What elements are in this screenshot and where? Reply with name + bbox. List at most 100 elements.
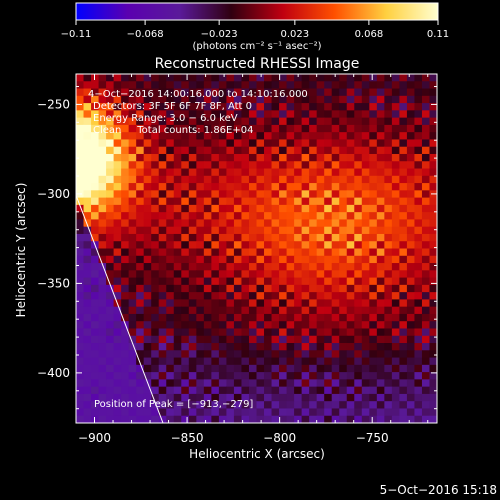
heatmap-cell: [151, 212, 160, 221]
heatmap-cell: [271, 263, 280, 271]
heatmap-cell: [128, 74, 137, 82]
heatmap-cell: [113, 277, 122, 286]
heatmap-cell: [309, 103, 318, 111]
heatmap-cell: [196, 212, 205, 221]
heatmap-cell: [248, 103, 258, 111]
heatmap-cell: [324, 292, 333, 300]
heatmap-cell: [316, 161, 325, 170]
heatmap-cell: [369, 372, 378, 380]
heatmap-cell: [173, 233, 182, 242]
heatmap-cell: [346, 212, 355, 221]
heatmap-cell: [181, 212, 190, 221]
heatmap-cell: [354, 321, 363, 330]
heatmap-cell: [414, 379, 423, 388]
heatmap-cell: [256, 132, 265, 141]
heatmap-cell: [384, 263, 393, 271]
heatmap-cell: [271, 270, 280, 279]
heatmap-cell: [376, 132, 385, 141]
heatmap-cell: [391, 270, 400, 279]
heatmap-cell: [173, 146, 182, 155]
heatmap-cell: [354, 299, 363, 308]
heatmap-cell: [226, 284, 235, 293]
heatmap-cell: [211, 204, 220, 213]
heatmap-cell: [384, 284, 393, 293]
heatmap-cell: [391, 88, 400, 97]
heatmap-cell: [106, 386, 115, 395]
heatmap-cell: [376, 393, 385, 402]
heatmap-cell: [331, 226, 340, 235]
heatmap-cell: [188, 117, 197, 126]
heatmap-cell: [331, 190, 340, 199]
heatmap-cell: [83, 277, 92, 286]
heatmap-cell: [376, 103, 385, 111]
heatmap-cell: [309, 110, 318, 119]
heatmap-cell: [106, 328, 115, 337]
heatmap-cell: [83, 343, 92, 351]
heatmap-cell: [76, 146, 85, 155]
heatmap-cell: [91, 183, 100, 191]
heatmap-cell: [316, 95, 325, 104]
heatmap-cell: [294, 408, 303, 417]
heatmap-cell: [391, 153, 400, 162]
heatmap-cell: [361, 408, 370, 417]
colorbar-tick-label: −0.068: [127, 29, 164, 40]
heatmap-cell: [316, 81, 325, 90]
heatmap-cell: [158, 321, 167, 330]
heatmap-cell: [203, 415, 212, 423]
heatmap-cell: [391, 175, 400, 184]
heatmap-cell: [166, 277, 175, 286]
heatmap-cell: [143, 132, 152, 141]
heatmap-cell: [241, 117, 250, 126]
heatmap-cell: [106, 153, 115, 162]
heatmap-cell: [339, 95, 348, 104]
heatmap-cell: [301, 386, 310, 395]
heatmap-cell: [309, 161, 318, 170]
heatmap-cell: [143, 219, 152, 228]
heatmap-cell: [151, 299, 160, 308]
heatmap-cell: [121, 270, 130, 279]
heatmap-cell: [339, 270, 348, 279]
heatmap-cell: [166, 357, 175, 366]
heatmap-cell: [173, 117, 182, 126]
heatmap-cell: [136, 212, 145, 221]
heatmap-cell: [391, 146, 400, 155]
solar-limb-line: [76, 193, 164, 423]
heatmap-cell: [331, 183, 340, 191]
heatmap-cell: [414, 372, 423, 380]
heatmap-cell: [399, 124, 408, 133]
heatmap-cell: [331, 313, 340, 322]
heatmap-cell: [376, 299, 385, 308]
heatmap-cell: [91, 103, 100, 111]
heatmap-cell: [196, 379, 205, 388]
heatmap-cell: [346, 190, 355, 199]
heatmap-cell: [233, 146, 243, 155]
heatmap-cell: [414, 292, 423, 300]
heatmap-cell: [421, 350, 431, 359]
heatmap-cell: [76, 248, 85, 257]
heatmap-cell: [331, 263, 340, 271]
heatmap-cell: [136, 190, 145, 199]
heatmap-cell: [121, 306, 130, 315]
heatmap-cell: [211, 81, 220, 90]
heatmap-cell: [226, 95, 235, 104]
heatmap-cell: [384, 372, 393, 380]
heatmap-cell: [181, 161, 190, 170]
heatmap-cell: [279, 248, 288, 257]
heatmap-cell: [301, 299, 310, 308]
heatmap-cell: [173, 270, 182, 279]
heatmap-cell: [121, 277, 130, 286]
heatmap-cell: [354, 248, 363, 257]
heatmap-cell: [128, 299, 137, 308]
heatmap-cell: [218, 161, 228, 170]
heatmap-cell: [361, 233, 370, 242]
heatmap-cell: [166, 393, 175, 402]
heatmap-cell: [301, 88, 310, 97]
heatmap-cell: [151, 364, 160, 373]
heatmap-cell: [173, 110, 182, 119]
heatmap-cell: [369, 190, 378, 199]
heatmap-cell: [91, 335, 100, 344]
heatmap-cell: [136, 204, 145, 213]
heatmap-cell: [211, 233, 220, 242]
heatmap-cell: [166, 270, 175, 279]
heatmap-cell: [113, 241, 122, 250]
